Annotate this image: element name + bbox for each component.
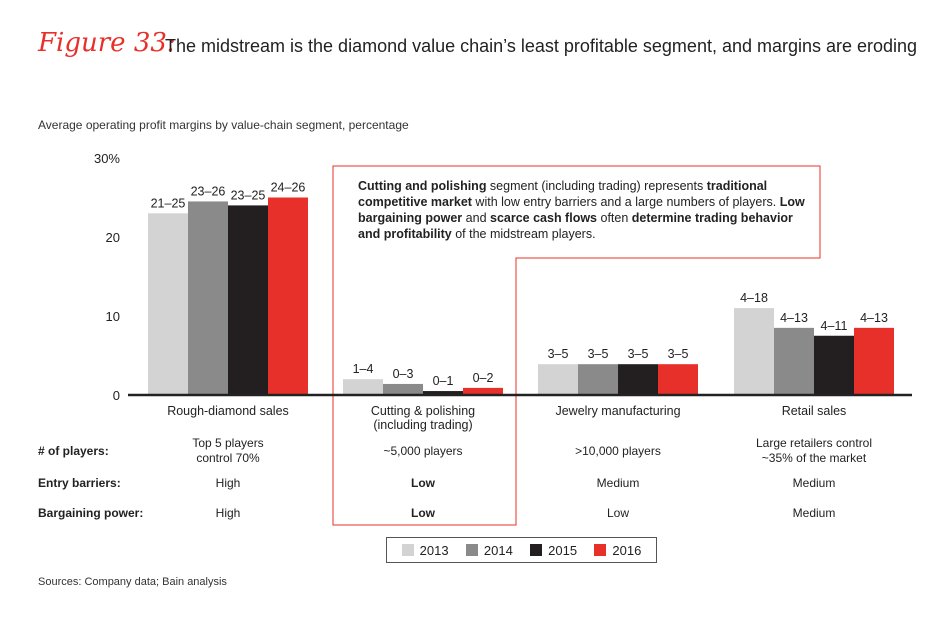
legend-item: 2016 [594, 543, 641, 558]
table-cell: ~5,000 players [383, 444, 463, 458]
y-tick-label: 0 [113, 388, 120, 403]
data-label: 23–26 [191, 184, 226, 198]
legend-item: 2014 [465, 542, 513, 558]
callout-run: with low entry barriers and a large numb… [471, 195, 780, 209]
table-cell: Low [411, 506, 435, 520]
bar [423, 391, 463, 395]
callout-emphasis: Low bargaining power [358, 195, 805, 225]
legend-item: 2013 [401, 542, 449, 558]
table-cell: High [215, 476, 241, 490]
callout-box [332, 165, 821, 526]
legend-label: 2015 [548, 542, 578, 558]
data-label: 23–25 [231, 188, 266, 202]
bar [148, 213, 188, 395]
data-label: 4–11 [821, 319, 848, 333]
bar [814, 335, 854, 395]
data-label: 21–25 [151, 196, 186, 210]
data-label: 3–5 [628, 347, 649, 361]
callout-emphasis: traditional competitive market [358, 179, 768, 209]
bar [268, 197, 308, 395]
legend-label: 2014 [483, 542, 513, 558]
legend-item: 2015 [530, 543, 577, 558]
bar [383, 383, 423, 395]
bar [854, 327, 894, 395]
row-label: Entry barriers: [38, 476, 121, 490]
legend-swatch [465, 544, 478, 556]
callout-run: and [462, 211, 490, 225]
table-cell: Low [606, 506, 629, 520]
bar [188, 201, 228, 395]
legend-label: 2013 [419, 542, 449, 558]
table-cell: >10,000 players [575, 444, 661, 458]
bar [578, 364, 618, 395]
data-label: 4–18 [740, 291, 768, 305]
table-cell: Large retailers control ~35% of the marke… [755, 436, 873, 465]
bar [618, 364, 658, 395]
bar [463, 387, 503, 395]
category-label: Retail sales [782, 404, 847, 418]
callout-run: of the midstream players. [451, 227, 596, 241]
data-label: 24–26 [271, 181, 306, 195]
data-label: 1–4 [353, 362, 374, 376]
y-tick-label: 30% [94, 151, 120, 166]
bar [658, 364, 698, 395]
callout-text: Cutting and polishing segment (including… [358, 178, 808, 242]
figure-title: The midstream is the diamond value chain… [165, 36, 918, 56]
chart-subtitle: Average operating profit margins by valu… [38, 118, 409, 132]
callout-run: segment (including trading) represents [486, 179, 707, 193]
row-label: Bargaining power: [38, 506, 144, 520]
figure-label: Figure 33: [38, 28, 176, 58]
legend-swatch [530, 544, 543, 556]
category-label: Jewelry manufacturing [555, 404, 680, 418]
source-note: Sources: Company data; Bain analysis [38, 576, 227, 588]
category-label: Rough-diamond sales [167, 404, 289, 418]
data-label: 4–13 [780, 311, 808, 325]
table-cell: Low [411, 476, 435, 490]
y-tick-label: 10 [106, 309, 120, 324]
data-label: 3–5 [548, 347, 569, 361]
callout-emphasis: determine trading behavior and profitabi… [358, 211, 793, 241]
table-cell: Medium [792, 506, 836, 520]
data-label: 3–5 [588, 347, 609, 361]
bar [228, 205, 268, 395]
bar [734, 308, 774, 395]
category-label: Cutting & polishing (including trading) [371, 404, 475, 432]
y-tick-label: 20 [106, 230, 120, 245]
table-cell: Top 5 players control 70% [192, 436, 264, 465]
data-label: 0–1 [433, 374, 454, 388]
row-label: # of players: [38, 444, 109, 458]
bar [538, 364, 578, 395]
callout-emphasis: Cutting and polishing [358, 179, 487, 193]
callout-run: often [597, 211, 632, 225]
legend-swatch [594, 544, 607, 556]
legend-label: 2016 [612, 542, 642, 558]
bar [343, 379, 383, 395]
chart-legend: 2013 2014 2015 2016 [386, 537, 657, 563]
legend-swatch [401, 544, 414, 556]
data-label: 0–2 [473, 371, 494, 385]
data-label: 3–5 [668, 347, 689, 361]
table-cell: Medium [596, 476, 640, 490]
data-label: 0–3 [393, 367, 414, 381]
callout-emphasis: scarce cash flows [490, 211, 598, 225]
table-cell: Medium [792, 476, 836, 490]
table-cell: High [215, 506, 241, 520]
data-label: 4–13 [860, 311, 888, 325]
bar [774, 327, 814, 395]
